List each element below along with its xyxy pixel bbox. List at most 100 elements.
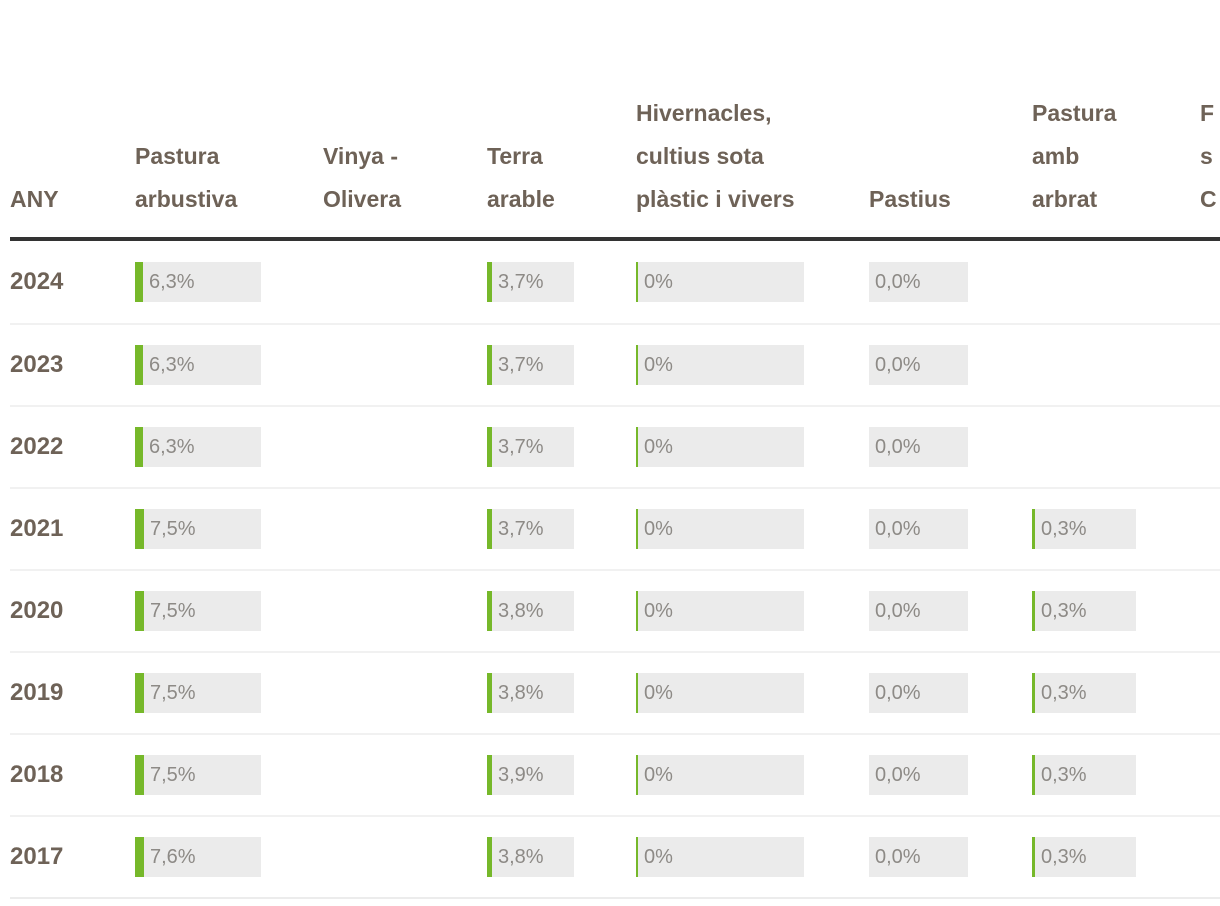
table-cell-pastius: 0,0%: [869, 262, 1032, 302]
bar-track: 0,0%: [869, 673, 968, 713]
table-row: 2017 7,6% 3,8% 0% 0,0% 0,3%: [10, 815, 1220, 897]
bar-track: 6,3%: [135, 345, 261, 385]
table-cell-pastius: 0,0%: [869, 427, 1032, 467]
table-row: 2023 6,3% 3,7% 0% 0,0%: [10, 323, 1220, 405]
bar-fill: [1032, 837, 1035, 877]
bar-value: 0,0%: [875, 599, 921, 622]
bar-value: 0,0%: [875, 681, 921, 704]
bar-track: 7,5%: [135, 509, 261, 549]
bar-track: 0%: [636, 591, 804, 631]
year-cell: 2022: [10, 433, 64, 460]
bar-fill: [487, 673, 492, 713]
bar-track: 0%: [636, 509, 804, 549]
table-cell-pastura_arbustiva: 7,5%: [135, 673, 323, 713]
bar-value: 0,3%: [1041, 517, 1087, 540]
bar-value: 0%: [644, 353, 673, 376]
table-row: 2022 6,3% 3,7% 0% 0,0%: [10, 405, 1220, 487]
bar-value: 7,5%: [150, 763, 196, 786]
bar-fill: [487, 345, 492, 385]
table-header: ANY Pastura arbustiva Vinya - Olivera Te…: [10, 0, 1220, 241]
bar-fill: [487, 591, 492, 631]
bar-track: 0%: [636, 673, 804, 713]
table-cell-terra_arable: 3,9%: [487, 755, 636, 795]
bar-fill: [636, 837, 638, 877]
bar-track: 0,0%: [869, 509, 968, 549]
table-cell-pastius: 0,0%: [869, 509, 1032, 549]
table-cell-pastura_arbustiva: 7,5%: [135, 755, 323, 795]
column-header-vinya-olivera: Vinya - Olivera: [323, 143, 401, 212]
bar-value: 0,3%: [1041, 763, 1087, 786]
year-cell: 2020: [10, 597, 64, 624]
bar-track: 0%: [636, 345, 804, 385]
table-cell-pastura_arbustiva: 6,3%: [135, 427, 323, 467]
table-cell-pastura_arbustiva: 7,5%: [135, 591, 323, 631]
bar-track: 0,3%: [1032, 591, 1136, 631]
column-header-pastius: Pastius: [869, 186, 951, 212]
bar-value: 0%: [644, 681, 673, 704]
table-cell-hivernacles: 0%: [636, 837, 869, 877]
bar-value: 0,3%: [1041, 681, 1087, 704]
column-header-any: ANY: [10, 186, 59, 212]
bar-fill: [135, 509, 144, 549]
bar-fill: [135, 837, 144, 877]
bar-value: 0%: [644, 270, 673, 293]
bar-track: 0%: [636, 427, 804, 467]
bar-track: 0,0%: [869, 591, 968, 631]
bar-value: 0%: [644, 845, 673, 868]
year-cell: 2021: [10, 515, 64, 542]
table-body: 2024 6,3% 3,7% 0% 0,0% 2023 6,3% 3,7% 0% 0,0% 2022…: [10, 241, 1220, 899]
bar-value: 7,5%: [150, 681, 196, 704]
table-cell-pastura_arbustiva: 6,3%: [135, 262, 323, 302]
bar-fill: [135, 262, 143, 302]
bar-fill: [487, 427, 492, 467]
column-header-clipped: F s C: [1200, 100, 1217, 212]
bar-fill: [636, 427, 638, 467]
bar-track: 0,0%: [869, 345, 968, 385]
bar-track: 6,3%: [135, 427, 261, 467]
table-cell-pastura_arbustiva: 7,6%: [135, 837, 323, 877]
table-cell-terra_arable: 3,7%: [487, 509, 636, 549]
table-row: 2021 7,5% 3,7% 0% 0,0% 0,3%: [10, 487, 1220, 569]
bar-value: 0,0%: [875, 763, 921, 786]
bar-fill: [487, 755, 492, 795]
column-header-hivernacles: Hivernacles, cultius sota plàstic i vive…: [636, 100, 795, 212]
bar-track: 0,3%: [1032, 673, 1136, 713]
table-cell-hivernacles: 0%: [636, 591, 869, 631]
bar-value: 7,6%: [150, 845, 196, 868]
bar-track: 0%: [636, 262, 804, 302]
table-cell-pastura_arbustiva: 7,5%: [135, 509, 323, 549]
table-cell-terra_arable: 3,8%: [487, 837, 636, 877]
bar-value: 0,0%: [875, 517, 921, 540]
bar-track: 3,7%: [487, 345, 574, 385]
bar-value: 3,8%: [498, 681, 544, 704]
table-cell-hivernacles: 0%: [636, 755, 869, 795]
bar-track: 3,7%: [487, 262, 574, 302]
bar-fill: [1032, 673, 1035, 713]
table-row: 2024 6,3% 3,7% 0% 0,0%: [10, 241, 1220, 323]
table-cell-pastura_arbrat: 0,3%: [1032, 509, 1200, 549]
bar-fill: [135, 673, 144, 713]
table-cell-pastius: 0,0%: [869, 345, 1032, 385]
bar-fill: [135, 427, 143, 467]
bar-value: 3,7%: [498, 270, 544, 293]
bar-track: 7,5%: [135, 591, 261, 631]
table-cell-pastura_arbrat: 0,3%: [1032, 591, 1200, 631]
year-cell: 2019: [10, 679, 64, 706]
table-cell-pastius: 0,0%: [869, 673, 1032, 713]
bar-value: 3,7%: [498, 435, 544, 458]
bar-fill: [636, 755, 638, 795]
bar-fill: [636, 591, 638, 631]
bar-value: 6,3%: [149, 270, 195, 293]
column-header-pastura-amb-arbrat: Pastura amb arbrat: [1032, 100, 1117, 212]
bar-track: 0,3%: [1032, 509, 1136, 549]
bar-fill: [1032, 509, 1035, 549]
bar-value: 0,0%: [875, 845, 921, 868]
bar-track: 3,7%: [487, 427, 574, 467]
bar-track: 0,0%: [869, 837, 968, 877]
table-cell-terra_arable: 3,8%: [487, 673, 636, 713]
bar-track: 7,5%: [135, 755, 261, 795]
bar-track: 0%: [636, 837, 804, 877]
bar-fill: [636, 509, 638, 549]
bar-track: 0%: [636, 755, 804, 795]
bar-fill: [135, 755, 144, 795]
